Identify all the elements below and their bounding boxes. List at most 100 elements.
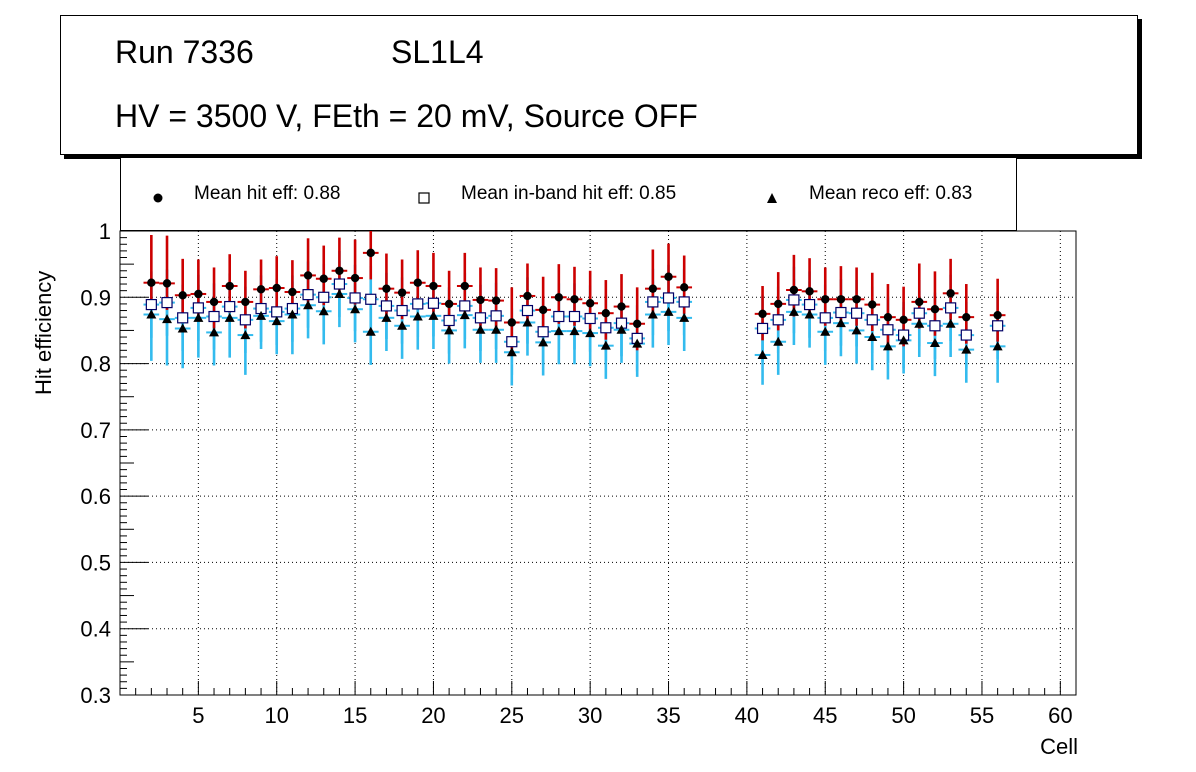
inband-point [208,310,220,323]
axis-ticks [120,230,1061,696]
reco-point [162,314,173,324]
hit-point [366,248,375,258]
reco-point [146,309,157,319]
inband-point [537,326,549,338]
reco-point [647,309,658,319]
inband-point [396,304,408,317]
reco-point [632,338,643,348]
reco-point [350,304,361,314]
inband-point [506,336,518,348]
inband-point [788,294,800,306]
y-axis-title: Hit efficiency [31,271,56,395]
hit-point [507,318,517,327]
plot-frame [119,230,1077,696]
inband-point [662,292,675,304]
legend-reco-marker-icon [767,193,777,203]
hit-point [632,319,642,328]
hit-point [805,287,814,296]
hit-point [789,285,799,295]
hit-point [915,297,924,307]
inband-point [913,307,925,319]
hit-point [444,299,454,309]
y-tick-label: 0.7 [80,418,111,443]
reco-point [961,344,972,354]
x-tick-label: 45 [813,703,837,728]
inband-point [427,297,440,309]
reco-point [773,336,784,346]
x-tick-label: 10 [264,703,288,728]
hit-point [429,281,438,291]
reco-point [882,341,893,351]
hit-point [476,295,485,305]
hit-point [382,284,391,293]
inband-point [474,312,487,324]
reco-point [256,310,267,320]
reco-point [412,311,423,321]
reco-point [209,327,220,337]
hit-point [821,295,830,304]
legend: Mean hit eff: 0.88 Mean in-band hit eff:… [120,158,1017,231]
hit-point [679,283,689,292]
inband-point [584,312,596,325]
inband-point [380,300,393,312]
inband-point [945,302,957,314]
hit-point [993,310,1002,320]
hit-point [899,315,908,325]
inband-point [177,312,189,324]
reco-point [616,324,627,334]
reco-point [475,324,486,334]
inband-point [192,302,204,314]
hit-point [930,305,940,314]
hit-point [272,283,281,293]
title-box: Run 7336 SL1L4 HV = 3500 V, FEth = 20 mV… [60,15,1138,155]
x-tick-label: 55 [970,703,994,728]
reco-point [804,309,815,319]
hit-point [288,287,297,297]
hit-point [303,271,313,280]
conditions-label: HV = 3500 V, FEth = 20 mV, Source OFF [115,98,698,134]
hit-point [570,295,579,304]
y-tick-label: 0.6 [80,484,111,509]
reco-point [600,340,611,350]
hit-point [523,291,532,301]
legend-hit-marker-icon [153,193,163,203]
inband-point [333,278,346,290]
reco-point [788,306,799,316]
inband-point [365,293,377,305]
reco-point [318,306,329,316]
inband-point [882,324,894,336]
inband-point [239,314,251,326]
reco-point [929,338,940,348]
hit-point [241,297,250,307]
inband-point [443,314,455,327]
run-label: Run 7336 [115,34,254,70]
reco-point [851,325,862,335]
hit-point [617,302,626,311]
legend-inband-label: Mean in-band hit eff: 0.85 [461,183,677,204]
y-tick-label: 0.3 [80,683,111,708]
legend-inband-marker-icon [418,192,430,204]
reco-point [491,324,502,334]
inband-point [600,322,612,334]
y-tick-label: 0.8 [80,352,111,377]
x-tick-label: 50 [891,703,915,728]
inband-point [929,320,941,332]
reco-point [224,312,235,322]
inband-point [803,298,816,311]
layer-label: SL1L4 [391,34,484,70]
tick-labels: 5 10 15 20 25 30 35 40 45 50 55 60 0.3 0.4 0.5 0.6 0.7 0.… [80,219,1072,728]
reco-point [898,335,909,345]
inband-point [992,320,1004,332]
reco-point [663,306,674,316]
x-tick-label: 30 [578,703,602,728]
hit-point [883,312,893,322]
reco-point [585,328,596,338]
reco-point [538,337,549,347]
hit-point [491,296,501,305]
hit-point [397,288,407,297]
reco-point [240,330,251,340]
hit-point [147,278,156,287]
reco-point [334,288,345,298]
grid-lines [120,231,1076,695]
